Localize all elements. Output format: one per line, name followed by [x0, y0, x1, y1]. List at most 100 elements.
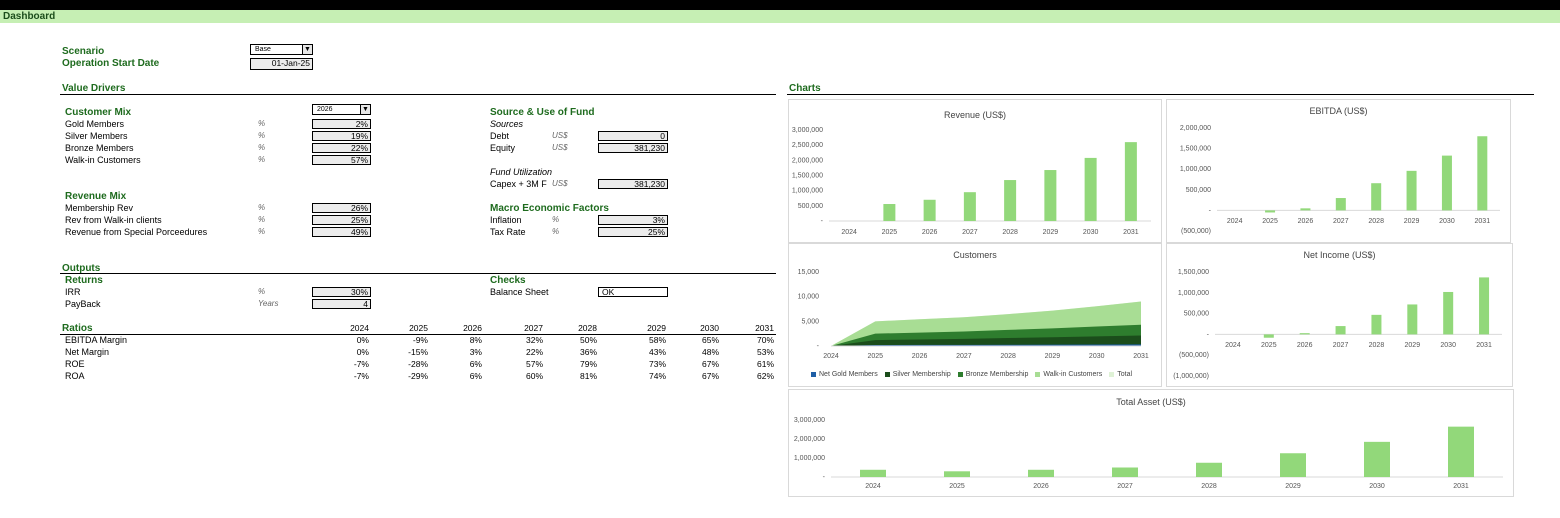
ratio-value: 32%	[525, 335, 543, 345]
y-tick-label: 1,000,000	[1180, 166, 1211, 173]
customer-mix-value[interactable]: 2%	[312, 119, 371, 129]
customer-mix-value[interactable]: 57%	[312, 155, 371, 165]
bar	[1263, 334, 1274, 338]
ratio-value: 61%	[756, 359, 774, 369]
source-use-heading: Source & Use of Fund	[490, 107, 595, 118]
source-value[interactable]: 0	[598, 131, 668, 141]
bar	[1335, 326, 1346, 335]
bar	[883, 204, 896, 221]
bar	[1477, 136, 1488, 211]
y-tick-label: 2,000,000	[792, 157, 823, 164]
payback-value[interactable]: 4	[312, 299, 371, 309]
x-tick-label: 2030	[1439, 218, 1455, 225]
ratio-year-header: 2029	[647, 323, 666, 333]
customers-chart-title: Customers	[953, 250, 997, 260]
y-tick-label: 1,000,000	[794, 455, 825, 462]
capex-label: Capex + 3M F	[490, 179, 547, 189]
bar	[963, 192, 976, 221]
ratio-year-header: 2026	[463, 323, 482, 333]
chevron-down-icon[interactable]: ▼	[302, 45, 312, 54]
year-dropdown[interactable]: 2026 ▼	[312, 104, 371, 115]
revenue-chart-title: Revenue (US$)	[943, 110, 1007, 120]
x-tick-label: 2025	[1261, 342, 1277, 349]
revenue-mix-value[interactable]: 25%	[312, 215, 371, 225]
y-tick-label: 5,000	[801, 318, 819, 325]
customers-chart: - 5,000 10,000 15,000 2024 2025 2026 2027 2028 20…	[798, 269, 1149, 360]
section-divider	[60, 273, 776, 274]
irr-label: IRR	[65, 287, 81, 297]
ratio-value: 74%	[648, 371, 666, 381]
y-tick-label: 500,000	[1184, 311, 1209, 318]
ratio-value: 53%	[756, 347, 774, 357]
x-tick-label: 2025	[882, 229, 898, 236]
ratio-value: -28%	[408, 359, 428, 369]
x-tick-label: 2030	[1083, 229, 1099, 236]
x-tick-label: 2029	[1285, 483, 1301, 490]
start-date-field[interactable]: 01-Jan-25	[250, 58, 313, 70]
legend-item: Walk-in Customers	[1035, 371, 1102, 378]
x-tick-label: 2025	[867, 353, 883, 360]
ebitda-chart: (500,000) - 500,000 1,000,000 1,500,000 2,000…	[1180, 125, 1500, 235]
x-tick-label: 2026	[912, 353, 928, 360]
ratio-label: Net Margin	[65, 347, 110, 357]
payback-unit: Years	[258, 299, 279, 308]
balance-sheet-check[interactable]: OK	[598, 287, 668, 297]
irr-value[interactable]: 30%	[312, 287, 371, 297]
capex-value[interactable]: 381,230	[598, 179, 668, 189]
capex-unit: US$	[552, 179, 568, 188]
y-tick-label: 2,000,000	[794, 436, 825, 443]
source-unit: US$	[552, 131, 568, 140]
revenue-mix-value[interactable]: 49%	[312, 227, 371, 237]
customer-mix-value[interactable]: 22%	[312, 143, 371, 153]
ebitda-chart-panel: EBITDA (US$) (500,000) - 500,000 1,000,000 1…	[1166, 99, 1511, 243]
bar	[944, 471, 970, 477]
irr-unit: %	[258, 287, 266, 296]
legend-item: Silver Membership	[884, 371, 951, 378]
customers-legend: Net Gold Members Silver Membership Bronze …	[811, 371, 1139, 378]
start-date-label: Operation Start Date	[62, 58, 160, 69]
source-value[interactable]: 381,230	[598, 143, 668, 153]
y-tick-label: 1,500,000	[1178, 269, 1209, 276]
checks-heading: Checks	[490, 275, 526, 286]
bar	[1112, 467, 1138, 477]
x-tick-label: 2027	[1117, 483, 1133, 490]
ratio-value: 73%	[648, 359, 666, 369]
revenue-mix-label: Membership Rev	[65, 203, 134, 213]
revenue-mix-value[interactable]: 26%	[312, 203, 371, 213]
charts-heading: Charts	[789, 83, 821, 94]
ebitda-chart-title: EBITDA (US$)	[1309, 106, 1368, 116]
macro-value[interactable]: 3%	[598, 215, 668, 225]
ratio-value: 36%	[579, 347, 597, 357]
bar	[1371, 183, 1382, 211]
ratio-value: 58%	[648, 335, 666, 345]
x-tick-label: 2027	[962, 229, 978, 236]
x-tick-label: 2031	[1453, 483, 1469, 490]
customer-mix-label: Bronze Members	[65, 143, 134, 153]
macro-value[interactable]: 25%	[598, 227, 668, 237]
ratio-value: -7%	[353, 371, 369, 381]
revenue-mix-heading: Revenue Mix	[65, 191, 127, 202]
scenario-dropdown[interactable]: Base ▼	[250, 44, 313, 55]
x-tick-label: 2027	[956, 353, 972, 360]
y-tick-label: 1,000,000	[792, 188, 823, 195]
section-divider	[60, 334, 776, 335]
customers-chart-panel: Customers - 5,000 10,000 15,000 2024 2025 2026…	[788, 243, 1162, 387]
ratio-value: 81%	[579, 371, 597, 381]
legend-swatch	[1109, 371, 1115, 377]
y-tick-label: 1,000,000	[1178, 290, 1209, 297]
sheet-title-band: Dashboard	[0, 10, 1560, 23]
ratio-value: 6%	[469, 359, 482, 369]
x-tick-label: 2031	[1123, 229, 1139, 236]
y-tick-label: 3,000,000	[794, 417, 825, 424]
ratio-value: 79%	[579, 359, 597, 369]
ratio-label: ROE	[65, 359, 85, 369]
customer-mix-value[interactable]: 19%	[312, 131, 371, 141]
customer-series-area	[831, 335, 1141, 346]
customer-mix-unit: %	[258, 143, 266, 152]
customer-mix-label: Walk-in Customers	[65, 155, 141, 165]
bar	[1407, 304, 1418, 335]
bar	[923, 199, 936, 221]
macro-unit: %	[552, 227, 560, 236]
y-tick-label: -	[817, 343, 820, 350]
chevron-down-icon[interactable]: ▼	[360, 105, 370, 114]
